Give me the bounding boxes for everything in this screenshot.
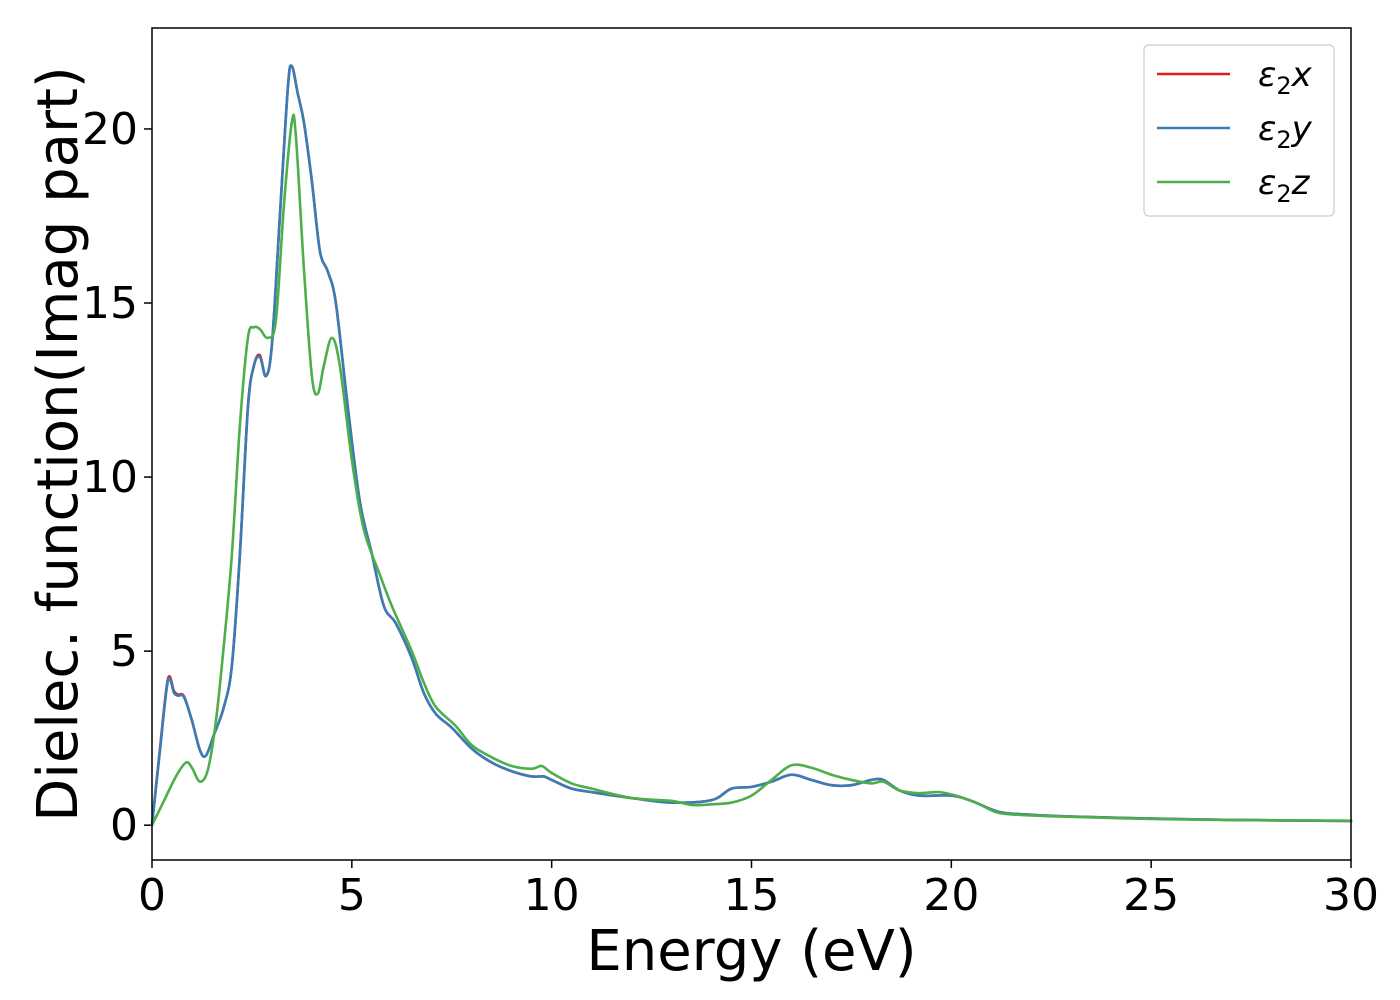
legend-label-y: ε2y: [1258, 109, 1313, 154]
y-tick-label: 15: [82, 278, 138, 329]
legend-box: [1143, 44, 1335, 217]
legend-label-base: ε: [1258, 55, 1276, 95]
y-tick-label: 20: [82, 104, 138, 155]
x-tick-label: 15: [724, 870, 780, 921]
legend-label-subscript: 2: [1276, 126, 1291, 154]
y-tick-label: 5: [110, 626, 138, 677]
x-tick-label: 20: [923, 870, 979, 921]
x-tick-label: 10: [524, 870, 580, 921]
legend-label-var: x: [1291, 55, 1313, 95]
legend-label-x: ε2x: [1258, 55, 1313, 100]
x-tick-label: 0: [138, 870, 166, 921]
legend-label-subscript: 2: [1276, 180, 1291, 208]
series-line-z: [150, 113, 1353, 827]
legend-label-base: ε: [1258, 109, 1276, 149]
y-tick-label: 0: [110, 800, 138, 851]
legend-label-var: z: [1291, 163, 1311, 203]
series-lines: [150, 64, 1353, 827]
plot-frame: [151, 27, 1352, 861]
y-axis-label: Dielec. function(Imag part): [26, 66, 91, 822]
y-tick-label: 10: [82, 452, 138, 503]
legend-label-var: y: [1291, 109, 1313, 149]
x-tick-label: 5: [338, 870, 366, 921]
series-line-y: [150, 64, 1353, 827]
legend-label-subscript: 2: [1276, 72, 1291, 100]
x-axis-label: Energy (eV): [586, 919, 916, 984]
legend-label-base: ε: [1258, 163, 1276, 203]
x-tick-label: 25: [1123, 870, 1179, 921]
x-axis-ticks: 0 5 10 15 20 25 30: [138, 860, 1379, 921]
x-tick-label: 30: [1323, 870, 1379, 921]
legend-label-z: ε2z: [1258, 163, 1311, 208]
y-axis-ticks: 0 5 10 15 20: [82, 104, 152, 851]
